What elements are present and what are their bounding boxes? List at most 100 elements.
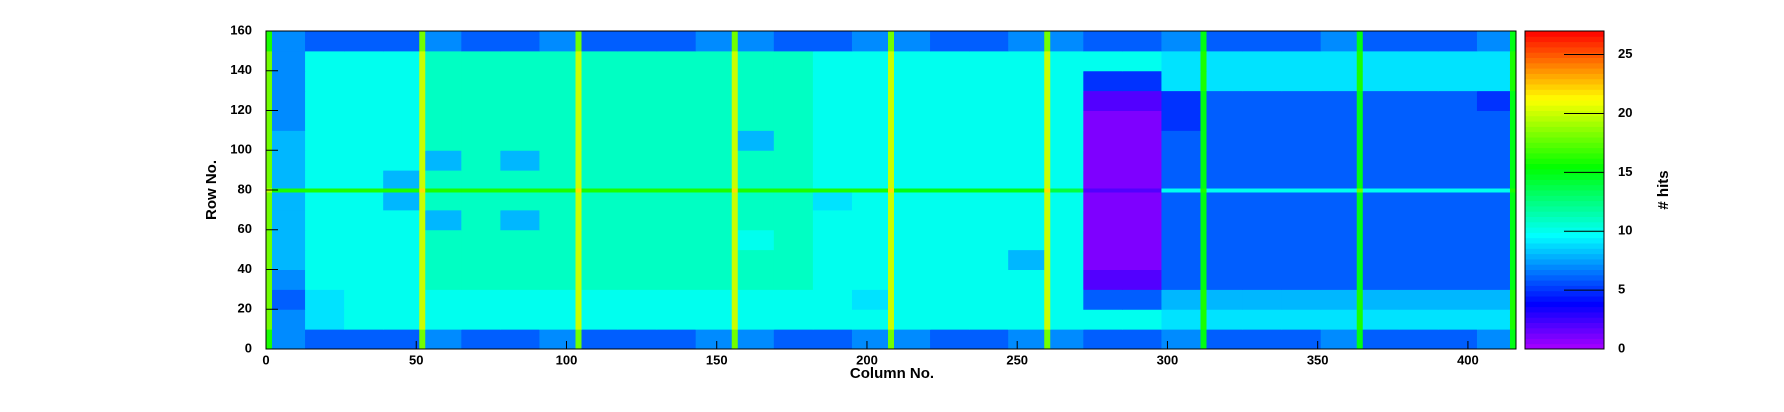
heatmap-cell xyxy=(1362,309,1400,330)
heatmap-cell xyxy=(1050,249,1084,270)
heatmap-cell xyxy=(1509,229,1517,251)
heatmap-cell xyxy=(1083,110,1123,131)
heatmap-cell xyxy=(773,209,814,231)
heatmap-cell xyxy=(1161,289,1201,310)
heatmap-cell xyxy=(887,130,895,151)
heatmap-cell xyxy=(1476,90,1511,111)
heatmap-cell xyxy=(272,309,306,330)
heatmap-cell xyxy=(812,188,853,193)
heatmap-cell xyxy=(1437,188,1478,193)
heatmap-cell xyxy=(461,130,501,151)
heatmap-cell xyxy=(1476,249,1511,270)
heatmap-cell xyxy=(851,110,889,131)
heatmap-cell xyxy=(383,269,420,290)
heatmap-cell xyxy=(737,70,775,92)
heatmap-cell xyxy=(731,90,739,111)
heatmap-cell xyxy=(930,209,970,231)
heatmap-cell xyxy=(266,191,273,211)
heatmap-cell xyxy=(461,309,501,330)
heatmap-cell xyxy=(581,209,619,231)
y-tick-label: 0 xyxy=(245,340,252,355)
heatmap-cell xyxy=(425,329,462,350)
heatmap-cell xyxy=(1122,191,1162,211)
heatmap-cell xyxy=(617,150,658,171)
heatmap-cell xyxy=(1008,90,1045,111)
heatmap-cell xyxy=(737,31,775,52)
heatmap-cell xyxy=(1242,191,1283,211)
x-tick-label: 0 xyxy=(262,352,269,367)
heatmap-cell xyxy=(1200,249,1208,270)
colorbar-segment xyxy=(1525,338,1604,345)
heatmap-cell xyxy=(1122,229,1162,251)
heatmap-cell xyxy=(266,329,273,350)
heatmap-cell xyxy=(930,249,970,270)
heatmap-cell xyxy=(1242,31,1283,52)
heatmap-cell xyxy=(1122,309,1162,330)
heatmap-cell xyxy=(930,130,970,151)
y-tick-label: 160 xyxy=(230,22,252,37)
y-axis-title: Row No. xyxy=(203,160,220,220)
heatmap-cell xyxy=(1398,269,1439,290)
heatmap-cell xyxy=(1356,191,1364,211)
heatmap-cell xyxy=(731,31,739,52)
heatmap-cell xyxy=(1122,269,1162,290)
heatmap-cell xyxy=(1281,289,1322,310)
heatmap-cell xyxy=(1356,329,1364,350)
heatmap-cell xyxy=(1281,130,1322,151)
heatmap-cell xyxy=(1398,191,1439,211)
heatmap-cell xyxy=(617,90,658,111)
heatmap-cell xyxy=(1356,269,1364,290)
heatmap-cell xyxy=(425,209,462,231)
heatmap-cell xyxy=(731,249,739,270)
heatmap-cell xyxy=(812,70,853,92)
x-tick-label: 300 xyxy=(1157,352,1179,367)
heatmap-cell xyxy=(1008,188,1045,193)
heatmap-cell xyxy=(305,110,345,131)
heatmap-cell xyxy=(1509,209,1517,231)
heatmap-cell xyxy=(894,249,931,270)
heatmap-cell xyxy=(887,31,895,52)
heatmap-cell xyxy=(851,209,889,231)
heatmap-cell xyxy=(930,90,970,111)
heatmap-cell xyxy=(305,329,345,350)
heatmap-cell xyxy=(695,150,733,171)
colorbar-segment xyxy=(1525,227,1604,233)
heatmap-cell xyxy=(344,329,384,350)
heatmap-cell xyxy=(1476,70,1511,92)
heatmap-cell xyxy=(1122,70,1162,92)
heatmap-cell xyxy=(1050,191,1084,211)
heatmap-cell xyxy=(539,31,576,52)
heatmap-cell xyxy=(1206,329,1244,350)
heatmap-cell xyxy=(575,249,583,270)
colorbar-tick-label: 20 xyxy=(1618,105,1632,120)
heatmap-cell xyxy=(1200,329,1208,350)
heatmap-cell xyxy=(419,70,426,92)
heatmap-cell xyxy=(305,90,345,111)
heatmap-cell xyxy=(1437,50,1478,72)
heatmap-cell xyxy=(894,70,931,92)
heatmap-cell xyxy=(419,170,426,189)
heatmap-cell xyxy=(930,70,970,92)
heatmap-cell xyxy=(1050,130,1084,151)
heatmap-cell xyxy=(1044,329,1051,350)
heatmap-cell xyxy=(812,170,853,189)
heatmap-cell xyxy=(272,329,306,350)
heatmap-cell xyxy=(1161,31,1201,52)
heatmap-cell xyxy=(461,110,501,131)
heatmap-cell xyxy=(1509,50,1517,72)
heatmap-cell xyxy=(419,309,426,330)
heatmap-cell xyxy=(1476,229,1511,251)
heatmap-cell xyxy=(266,110,273,131)
heatmap-cell xyxy=(773,31,814,52)
heatmap-cell xyxy=(539,188,576,193)
heatmap-cell xyxy=(617,329,658,350)
heatmap-cell xyxy=(731,50,739,72)
heatmap-cell xyxy=(617,110,658,131)
heatmap-cell xyxy=(1476,110,1511,131)
heatmap-cell xyxy=(1356,309,1364,330)
heatmap-cell xyxy=(305,191,345,211)
heatmap-cell xyxy=(1044,188,1051,193)
colorbar-segment xyxy=(1525,52,1604,58)
heatmap-cell xyxy=(1206,150,1244,171)
heatmap-cell xyxy=(1242,70,1283,92)
